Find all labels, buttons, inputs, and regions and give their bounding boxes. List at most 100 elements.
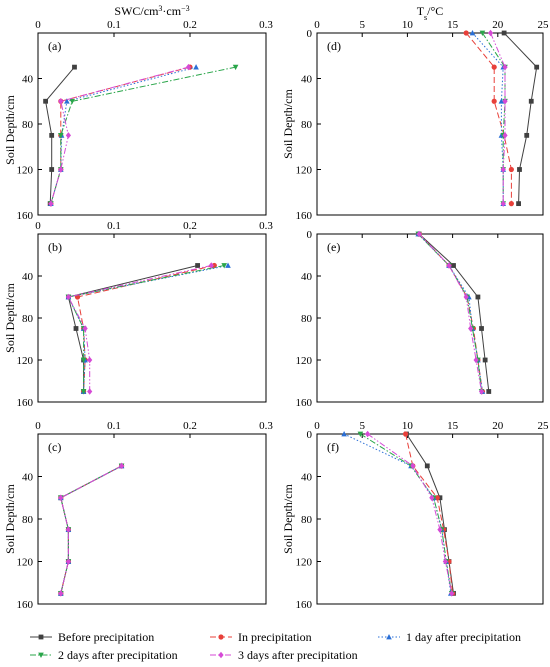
series-line <box>367 433 453 594</box>
x-axis-label: SWC/cm3·cm−3 <box>114 4 189 19</box>
x-tick-label: 0 <box>314 19 320 31</box>
series-line <box>50 66 197 204</box>
data-point <box>341 431 347 437</box>
data-point <box>479 30 486 36</box>
data-point <box>193 64 199 70</box>
series-line <box>418 233 483 392</box>
x-tick-label: 25 <box>538 19 550 31</box>
data-point <box>43 98 48 104</box>
data-point <box>80 357 87 363</box>
series-line <box>67 265 212 392</box>
plot-frame <box>37 433 267 605</box>
y-tick-label: 80 <box>22 514 34 526</box>
x-tick-label: 0.3 <box>259 220 273 232</box>
x-tick-label: 0.3 <box>259 19 273 31</box>
data-point <box>479 326 484 331</box>
series-before-precipitation <box>501 30 540 207</box>
x-tick-label: 0 <box>35 220 41 232</box>
y-axis-label: Soil Depth/cm <box>3 484 17 554</box>
legend-label: 3 days after precipitation <box>238 648 358 662</box>
data-point <box>473 356 479 364</box>
data-point <box>500 166 506 173</box>
data-point <box>434 495 440 501</box>
y-tick-label: 80 <box>301 514 313 526</box>
y-tick-label: 120 <box>17 355 34 367</box>
y-tick-label: 120 <box>296 355 313 367</box>
data-point <box>524 132 530 138</box>
y-tick-label: 160 <box>296 397 313 409</box>
y-tick-label: 40 <box>22 74 34 86</box>
data-point <box>416 230 422 238</box>
data-point <box>221 263 227 269</box>
series-1-day-after-precipitation <box>341 431 454 596</box>
series-line <box>490 32 506 204</box>
data-point <box>195 263 200 268</box>
series-line <box>67 265 225 392</box>
legend-marker <box>218 634 224 640</box>
series-1-day-after-precipitation <box>65 262 231 394</box>
y-tick-label: 160 <box>296 210 313 222</box>
y-tick-label: 120 <box>296 165 313 177</box>
data-point <box>437 495 443 501</box>
series-line <box>60 465 122 594</box>
data-point <box>491 98 497 104</box>
y-tick-label: 160 <box>17 397 34 409</box>
legend-marker <box>386 634 392 640</box>
legend-entry: 1 day after precipitation <box>378 630 521 644</box>
y-tick-label: 40 <box>301 74 313 86</box>
series-line <box>76 265 215 392</box>
data-point <box>72 64 77 70</box>
data-point <box>508 166 514 173</box>
x-tick-label: 15 <box>447 19 459 31</box>
data-point <box>502 132 508 139</box>
y-tick-label: 160 <box>296 599 313 611</box>
data-point <box>65 558 71 565</box>
data-point <box>429 494 435 501</box>
series-3-days-after-precipitation <box>487 29 508 207</box>
y-tick-label: 80 <box>301 119 313 131</box>
panel-label: (a) <box>48 39 61 53</box>
plot-frame <box>316 433 544 605</box>
data-point <box>80 389 87 395</box>
x-tick-label: 20 <box>492 19 504 31</box>
series-2-days-after-precipitation <box>357 431 455 597</box>
data-point <box>87 388 93 395</box>
series-3-days-after-precipitation <box>48 63 192 207</box>
data-point <box>64 98 70 104</box>
x-tick-label: 0 <box>35 19 41 31</box>
y-tick-label: 160 <box>17 599 34 611</box>
series-3-days-after-precipitation <box>65 262 214 395</box>
series-line <box>360 433 453 594</box>
x-tick-label: 0.1 <box>107 220 121 232</box>
x-tick-label: 0.2 <box>183 420 197 432</box>
series-line <box>417 233 482 392</box>
data-point <box>482 357 488 363</box>
panel-6: 0 5 10 15 20 25 0 40 80 120 160 (f) Soil Depth/cm <box>281 420 549 611</box>
x-tick-label: 0 <box>35 420 41 432</box>
data-point <box>119 462 125 470</box>
data-point <box>491 64 497 70</box>
data-point <box>468 325 474 332</box>
plot-frame <box>316 233 544 403</box>
panel-label: (c) <box>48 440 61 454</box>
series-line <box>406 433 454 594</box>
x-tick-label: 0.2 <box>183 220 197 232</box>
data-point <box>48 200 54 207</box>
data-point <box>534 64 540 70</box>
y-tick-label: 40 <box>22 472 34 484</box>
data-point <box>73 326 79 331</box>
x-tick-label: 10 <box>402 420 414 432</box>
data-point <box>402 431 409 437</box>
x-tick-label: 20 <box>492 420 504 432</box>
panel-1: 0 0.1 0.2 0.3 40 80 120 160 (a) SWC/cm3·cm−3 Soil … <box>3 4 273 223</box>
panel-label: (d) <box>327 39 341 53</box>
x-tick-label: 0.3 <box>259 420 273 432</box>
panel-label: (e) <box>327 240 340 254</box>
data-point <box>58 590 64 597</box>
data-point <box>58 494 64 501</box>
data-point <box>49 167 55 172</box>
panel-5: 0 40 80 120 160 (e) <box>296 229 544 409</box>
plot-frame <box>37 233 267 403</box>
series-line <box>50 66 189 204</box>
data-point <box>365 430 371 438</box>
